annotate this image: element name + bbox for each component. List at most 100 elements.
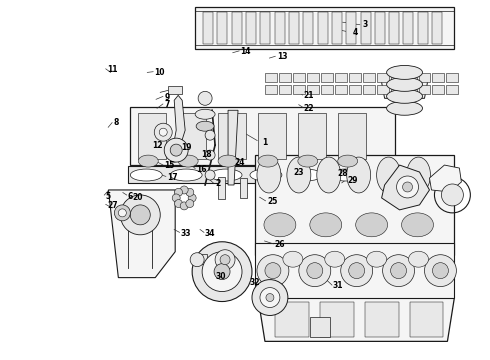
Bar	[258, 113, 286, 159]
Bar	[332, 12, 342, 44]
Bar	[405, 85, 416, 94]
Circle shape	[174, 199, 182, 208]
Bar	[363, 73, 375, 82]
Circle shape	[119, 209, 126, 217]
Text: 14: 14	[240, 47, 250, 56]
Bar	[391, 73, 403, 82]
Text: 31: 31	[333, 281, 343, 290]
Bar	[168, 86, 182, 94]
Ellipse shape	[196, 121, 214, 131]
Text: 9: 9	[164, 93, 170, 102]
Circle shape	[252, 280, 288, 315]
Circle shape	[202, 252, 242, 292]
Circle shape	[180, 202, 188, 210]
Polygon shape	[382, 165, 429, 210]
Circle shape	[180, 186, 188, 194]
Polygon shape	[108, 190, 175, 278]
Bar	[289, 12, 299, 44]
Text: 20: 20	[133, 193, 143, 202]
Bar	[418, 73, 431, 82]
Circle shape	[205, 170, 215, 180]
Circle shape	[260, 288, 280, 307]
Bar	[279, 85, 291, 94]
Ellipse shape	[356, 213, 388, 237]
Bar	[405, 73, 416, 82]
Bar	[391, 85, 403, 94]
Circle shape	[424, 255, 456, 287]
Ellipse shape	[377, 157, 400, 193]
Circle shape	[190, 253, 204, 267]
Bar	[128, 166, 392, 183]
Circle shape	[214, 264, 230, 280]
Bar	[335, 73, 347, 82]
Ellipse shape	[401, 213, 434, 237]
Bar	[361, 12, 370, 44]
Bar	[377, 85, 389, 94]
Bar	[349, 85, 361, 94]
Circle shape	[174, 188, 182, 196]
Ellipse shape	[218, 155, 238, 167]
Text: 27: 27	[107, 201, 118, 210]
Circle shape	[266, 293, 274, 302]
Circle shape	[114, 205, 130, 221]
Bar	[255, 243, 454, 298]
Ellipse shape	[338, 155, 358, 167]
Bar	[218, 177, 225, 199]
Text: 24: 24	[234, 158, 245, 167]
Circle shape	[198, 91, 212, 105]
Text: 28: 28	[338, 169, 348, 178]
Bar	[403, 12, 414, 44]
Text: 21: 21	[304, 91, 314, 100]
Bar	[218, 12, 227, 44]
Text: 8: 8	[113, 118, 119, 127]
Circle shape	[341, 255, 372, 287]
Ellipse shape	[258, 155, 278, 167]
Circle shape	[159, 128, 167, 136]
Ellipse shape	[310, 213, 342, 237]
Circle shape	[154, 123, 172, 141]
Bar	[320, 302, 354, 337]
Ellipse shape	[347, 157, 370, 193]
Text: 29: 29	[347, 176, 358, 185]
Polygon shape	[170, 95, 185, 162]
Ellipse shape	[283, 251, 303, 267]
Circle shape	[205, 130, 215, 140]
Bar	[418, 12, 428, 44]
Bar	[335, 85, 347, 94]
Text: 30: 30	[216, 272, 226, 281]
Circle shape	[307, 263, 323, 279]
Circle shape	[349, 263, 365, 279]
Circle shape	[172, 194, 180, 202]
Circle shape	[383, 255, 415, 287]
Ellipse shape	[264, 213, 296, 237]
Ellipse shape	[387, 101, 422, 115]
Ellipse shape	[257, 157, 281, 193]
Ellipse shape	[250, 169, 282, 181]
Text: 32: 32	[250, 278, 260, 287]
Bar	[265, 73, 277, 82]
Text: 19: 19	[181, 143, 192, 152]
Circle shape	[186, 188, 194, 196]
Circle shape	[205, 150, 215, 160]
Polygon shape	[382, 71, 427, 98]
Bar	[138, 113, 166, 159]
Ellipse shape	[387, 89, 422, 103]
Text: 18: 18	[201, 150, 212, 159]
Bar	[303, 12, 313, 44]
Bar	[275, 302, 309, 337]
Bar	[130, 107, 394, 165]
Text: 34: 34	[205, 229, 216, 238]
Bar	[338, 113, 366, 159]
Bar	[293, 73, 305, 82]
Circle shape	[257, 255, 289, 287]
Ellipse shape	[195, 109, 215, 119]
Circle shape	[164, 138, 188, 162]
Bar	[255, 155, 454, 255]
Circle shape	[215, 250, 235, 270]
Bar	[446, 85, 458, 94]
Bar	[346, 12, 356, 44]
Bar	[318, 12, 328, 44]
Ellipse shape	[210, 169, 242, 181]
Text: 17: 17	[167, 173, 177, 182]
Bar	[298, 113, 326, 159]
